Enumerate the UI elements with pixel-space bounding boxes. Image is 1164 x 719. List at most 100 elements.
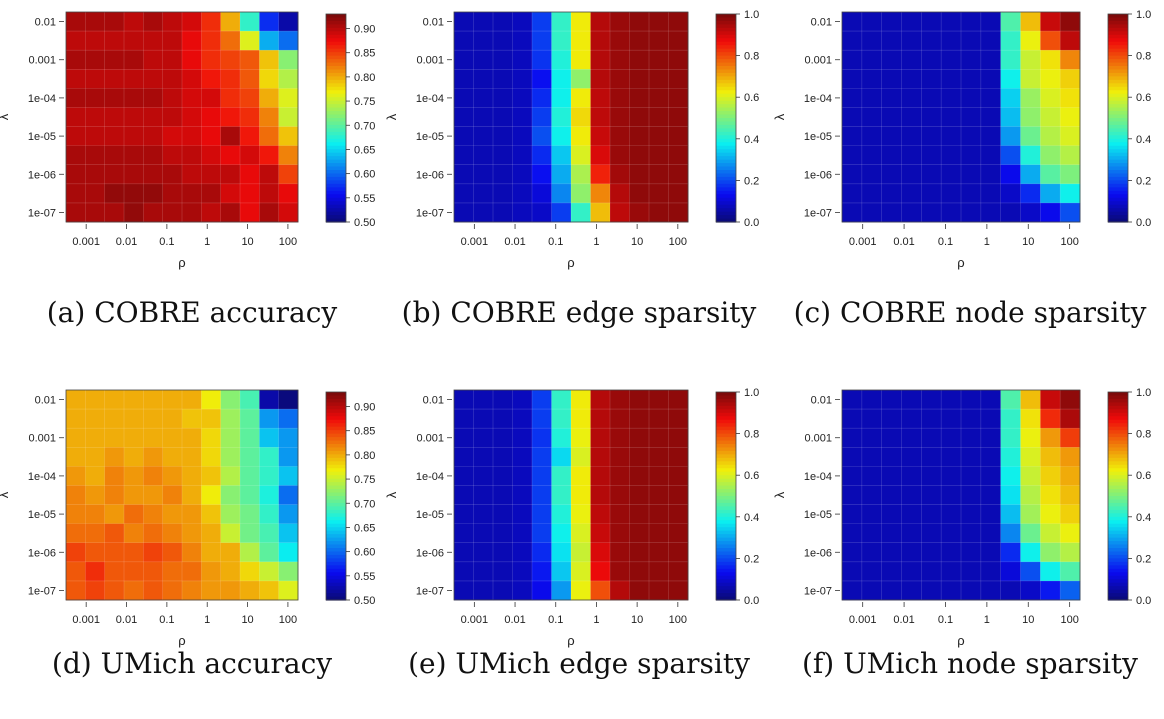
colorbar-band [326, 450, 346, 455]
heatmap-cell [162, 50, 183, 70]
heatmap-cell [493, 107, 513, 127]
colorbar-band [1108, 534, 1128, 539]
heatmap-cell [240, 107, 260, 127]
colorbar-band [1108, 14, 1128, 19]
heatmap-cell [941, 409, 962, 429]
heatmap-cell [201, 580, 222, 601]
heatmap-cell [259, 485, 280, 505]
heatmap-cell [532, 164, 552, 185]
colorbar-band [326, 86, 346, 91]
colorbar-tick-label: 0.0 [1136, 595, 1151, 607]
colorbar-band [1108, 156, 1128, 161]
heatmap-cell [104, 126, 125, 147]
y-axis-label: λ [0, 113, 11, 120]
heatmap-cell [1040, 88, 1061, 108]
colorbar-band [716, 24, 736, 29]
y-tick-label: 0.001 [804, 433, 832, 445]
heatmap-cell [901, 126, 922, 147]
heatmap-cell [629, 466, 650, 486]
colorbar-band [716, 440, 736, 445]
heatmap-cell [182, 466, 202, 486]
colorbar-band [716, 530, 736, 535]
heatmap-cell [961, 107, 982, 127]
colorbar-band [326, 527, 346, 532]
heatmap-cell [649, 390, 669, 410]
y-tick-label: 0.01 [811, 395, 832, 407]
heatmap-cell [66, 126, 86, 147]
y-tick-label: 1e-05 [416, 509, 444, 521]
heatmap-cell [861, 50, 883, 70]
heatmap-cell [85, 31, 106, 51]
heatmap-cell [1020, 523, 1041, 544]
x-tick-label: 100 [669, 614, 687, 626]
heatmap-cell [941, 126, 962, 147]
heatmap-cell [881, 183, 902, 204]
heatmap-cell [259, 88, 280, 108]
colorbar-band [716, 31, 736, 36]
heatmap-cell [961, 31, 982, 51]
heatmap-cell [493, 561, 513, 582]
heatmap-cell [980, 485, 1002, 505]
y-tick-label: 1e-05 [804, 509, 832, 521]
heatmap-cell [571, 183, 591, 204]
heatmap-cell [921, 485, 942, 505]
colorbar-band [326, 38, 346, 43]
colorbar-band [1108, 183, 1128, 188]
heatmap-cell [201, 69, 222, 89]
x-tick-label: 0.001 [849, 614, 877, 626]
heatmap-cell [921, 126, 942, 147]
heatmap-cell [162, 466, 183, 486]
y-tick-label: 1e-07 [416, 585, 444, 597]
colorbar-band [326, 17, 346, 22]
x-tick-label: 1 [593, 236, 599, 248]
colorbar-band [1108, 544, 1128, 549]
heatmap-cell [881, 580, 902, 601]
colorbar-band [716, 38, 736, 43]
heatmap-cell [278, 69, 299, 89]
heatmap-cell [1040, 164, 1061, 185]
heatmap-cell [1020, 561, 1041, 582]
heatmap-cell [571, 202, 591, 223]
heatmap-cell [842, 50, 863, 70]
colorbar-tick-label: 0.6 [1136, 470, 1151, 482]
heatmap-cell [881, 50, 902, 70]
heatmap-cell [220, 447, 241, 467]
heatmap-cell [921, 561, 942, 582]
heatmap-cell [590, 504, 611, 525]
heatmap-cell [1020, 580, 1041, 601]
heatmap-cell [220, 126, 241, 147]
heatmap-cell [668, 183, 689, 204]
colorbar-tick-label: 0.80 [354, 72, 375, 84]
heatmap-cell [512, 202, 533, 223]
colorbar-band [1108, 197, 1128, 202]
colorbar-band [716, 128, 736, 133]
x-tick-label: 100 [669, 236, 687, 248]
heatmap-cell [493, 202, 513, 223]
x-tick-label: 0.01 [116, 236, 137, 248]
heatmap-cell [1020, 50, 1041, 70]
x-tick-label: 0.01 [893, 614, 914, 626]
heatmap-cell [66, 580, 86, 601]
colorbar-band [326, 457, 346, 462]
heatmap-cell [861, 183, 883, 204]
heatmap-cell [532, 31, 552, 51]
heatmap-cell [941, 447, 962, 467]
colorbar-band [326, 187, 346, 192]
colorbar-band [326, 90, 346, 95]
heatmap-cell [182, 485, 202, 505]
colorbar-band [326, 100, 346, 105]
colorbar-band [1108, 402, 1128, 407]
colorbar-band [1108, 194, 1128, 199]
colorbar-band [1108, 513, 1128, 518]
colorbar-band [716, 72, 736, 77]
colorbar-band [1108, 107, 1128, 112]
heatmap-cell [861, 202, 883, 223]
heatmap-cell [610, 145, 630, 166]
heatmap-cell [493, 390, 513, 410]
colorbar-band [716, 520, 736, 525]
colorbar-band [326, 194, 346, 199]
heatmap-cell [571, 164, 591, 185]
heatmap-cell [980, 580, 1002, 601]
colorbar-band [1108, 561, 1128, 566]
